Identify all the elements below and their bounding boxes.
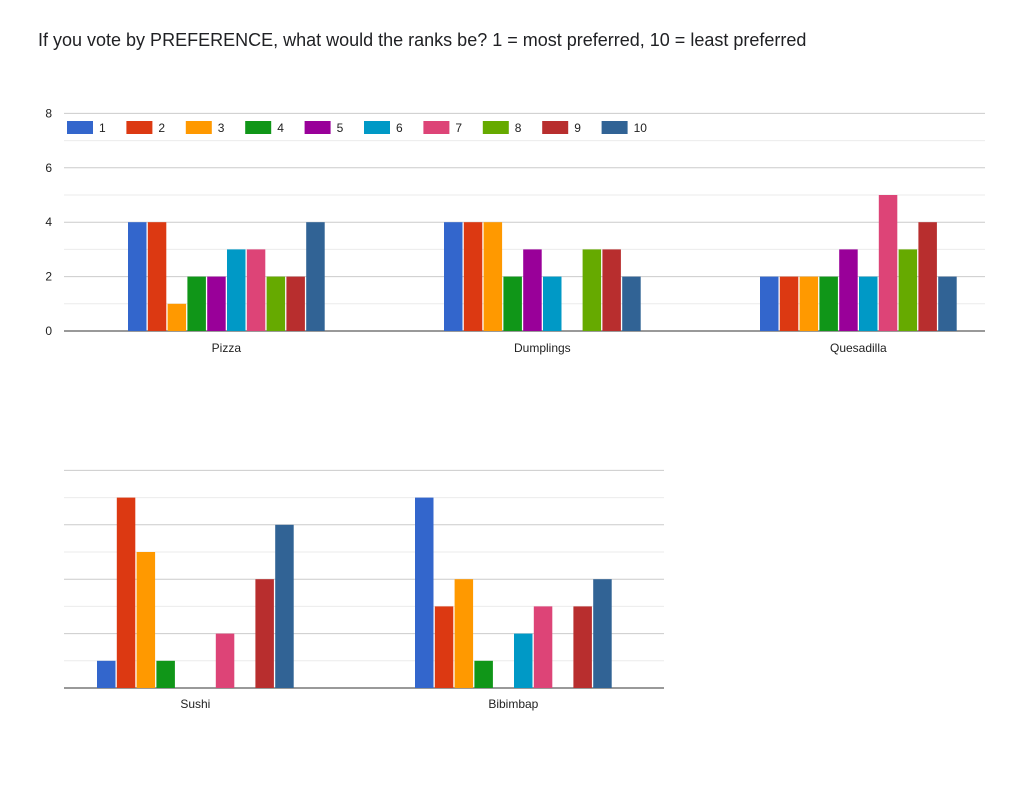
legend-swatch[interactable] (601, 121, 628, 134)
bar-dumplings-rank-4[interactable] (503, 276, 522, 331)
legend-swatch[interactable] (245, 121, 272, 134)
bar-bibimbap-rank-7[interactable] (533, 606, 553, 688)
legend-label[interactable]: 3 (218, 121, 225, 135)
bar-dumplings-rank-6[interactable] (543, 276, 562, 331)
bars (97, 195, 957, 688)
bar-bibimbap-rank-10[interactable] (593, 579, 612, 688)
bar-pizza-rank-4[interactable] (187, 276, 206, 331)
legend-label[interactable]: 7 (455, 121, 462, 135)
bar-sushi-rank-2[interactable] (116, 497, 136, 688)
bar-quesadilla-rank-4[interactable] (819, 276, 838, 331)
legend-label[interactable]: 9 (574, 121, 581, 135)
y-tick-label: 8 (45, 106, 52, 120)
legend-label[interactable]: 6 (396, 121, 403, 135)
bar-bibimbap-rank-1[interactable] (415, 497, 434, 688)
chart-title: If you vote by PREFERENCE, what would th… (38, 30, 807, 50)
bar-quesadilla-rank-5[interactable] (839, 249, 858, 331)
bar-quesadilla-rank-2[interactable] (779, 276, 799, 331)
bar-dumplings-rank-3[interactable] (483, 222, 503, 331)
bar-quesadilla-rank-9[interactable] (918, 222, 937, 331)
y-tick-label: 6 (45, 161, 52, 175)
category-label: Pizza (212, 341, 242, 355)
legend-swatch[interactable] (67, 121, 93, 134)
legend-label[interactable]: 5 (337, 121, 344, 135)
bar-sushi-rank-7[interactable] (215, 633, 235, 688)
bar-quesadilla-rank-7[interactable] (878, 195, 898, 331)
bar-quesadilla-rank-6[interactable] (859, 276, 878, 331)
bar-pizza-rank-8[interactable] (266, 276, 286, 331)
bar-pizza-rank-3[interactable] (167, 303, 187, 331)
bar-pizza-rank-7[interactable] (246, 249, 266, 331)
category-labels: Pizza Dumplings Quesadilla Sushi Bibimbap (180, 341, 887, 711)
legend-label[interactable]: 1 (99, 121, 106, 135)
bar-quesadilla-rank-1[interactable] (760, 276, 779, 331)
legend-swatch[interactable] (423, 121, 450, 134)
bar-bibimbap-rank-3[interactable] (454, 579, 474, 688)
bar-sushi-rank-9[interactable] (255, 579, 274, 688)
legend-swatch[interactable] (542, 121, 569, 134)
legend-swatch[interactable] (364, 121, 390, 134)
bar-bibimbap-rank-2[interactable] (434, 606, 454, 688)
category-label: Sushi (180, 697, 210, 711)
legend-label[interactable]: 2 (158, 121, 165, 135)
legend-label[interactable]: 4 (277, 121, 284, 135)
y-axis-ticks: 0 2 4 6 8 (45, 106, 52, 338)
legend-swatch[interactable] (304, 121, 331, 134)
bar-bibimbap-rank-6[interactable] (514, 633, 533, 688)
bar-bibimbap-rank-9[interactable] (573, 606, 592, 688)
bar-dumplings-rank-9[interactable] (602, 249, 621, 331)
bar-sushi-rank-10[interactable] (275, 524, 294, 688)
bar-dumplings-rank-1[interactable] (444, 222, 463, 331)
legend-swatch[interactable] (126, 121, 153, 134)
bar-pizza-rank-6[interactable] (227, 249, 246, 331)
legend-label[interactable]: 8 (515, 121, 522, 135)
category-label: Bibimbap (488, 697, 538, 711)
legend-swatch[interactable] (482, 121, 509, 134)
bar-quesadilla-rank-10[interactable] (938, 276, 957, 331)
category-label: Quesadilla (830, 341, 887, 355)
bar-dumplings-rank-8[interactable] (582, 249, 602, 331)
bar-sushi-rank-3[interactable] (136, 552, 156, 688)
bar-quesadilla-rank-8[interactable] (898, 249, 918, 331)
bar-sushi-rank-1[interactable] (97, 660, 116, 688)
legend[interactable]: 1 2 3 4 5 6 7 8 9 10 (67, 121, 647, 135)
bar-quesadilla-rank-3[interactable] (799, 276, 819, 331)
bar-pizza-rank-1[interactable] (128, 222, 147, 331)
legend-label[interactable]: 10 (634, 121, 648, 135)
category-label: Dumplings (514, 341, 571, 355)
bar-pizza-rank-9[interactable] (286, 276, 305, 331)
legend-swatch[interactable] (185, 121, 212, 134)
gridlines (64, 112, 985, 662)
bar-pizza-rank-5[interactable] (207, 276, 226, 331)
bar-pizza-rank-10[interactable] (306, 222, 325, 331)
bar-bibimbap-rank-4[interactable] (474, 660, 493, 688)
y-tick-label: 0 (45, 324, 52, 338)
bar-dumplings-rank-2[interactable] (463, 222, 483, 331)
bar-pizza-rank-2[interactable] (147, 222, 167, 331)
y-tick-label: 4 (45, 215, 52, 229)
y-tick-label: 2 (45, 270, 52, 284)
bar-dumplings-rank-10[interactable] (622, 276, 641, 331)
bar-sushi-rank-4[interactable] (156, 660, 175, 688)
bar-dumplings-rank-5[interactable] (523, 249, 542, 331)
